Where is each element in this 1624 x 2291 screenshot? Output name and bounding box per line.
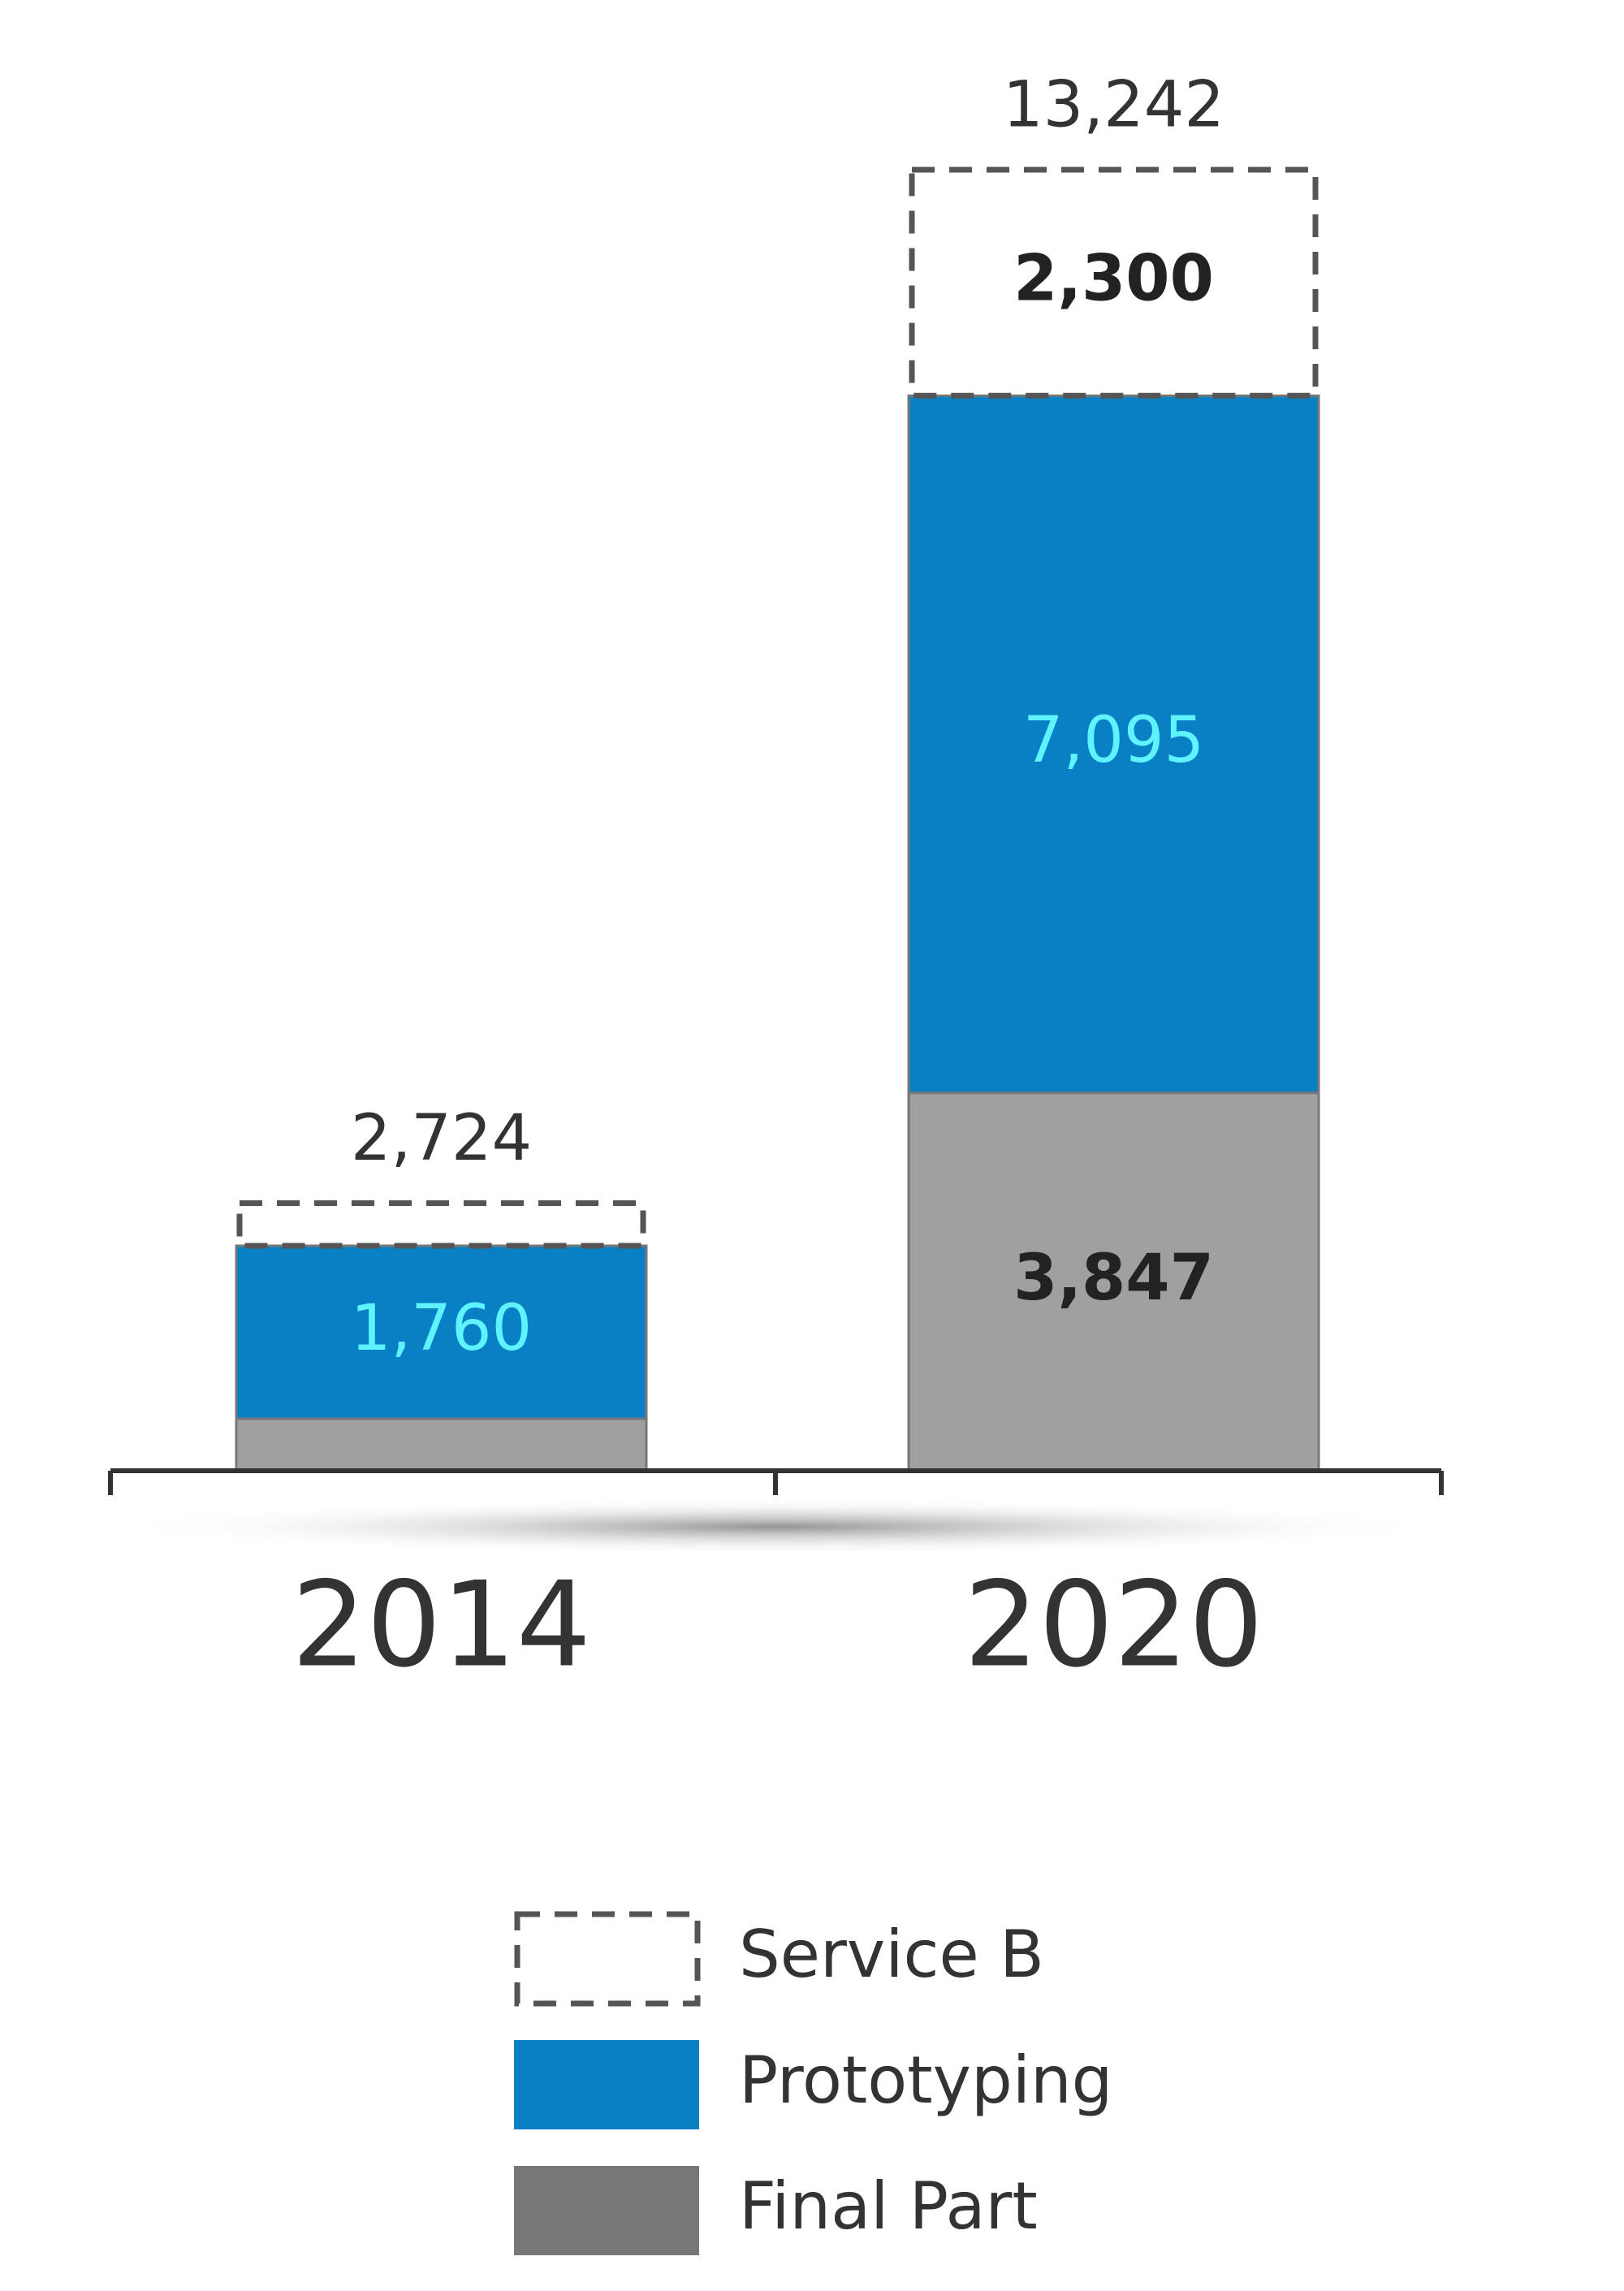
bar-segment [909, 166, 1319, 399]
legend-swatch [514, 2166, 699, 2255]
bar-segment [235, 1244, 648, 1420]
value-label: 3,847 [1013, 1242, 1214, 1315]
total-label: 13,242 [1003, 68, 1224, 141]
x-tick-label: 2014 [292, 1557, 591, 1694]
bar-segment [907, 1091, 1320, 1472]
legend-swatch [514, 2040, 699, 2129]
bar-segment [236, 1200, 646, 1249]
value-label: 2,300 [1013, 243, 1214, 316]
axis-shadow [110, 1498, 1441, 1555]
x-tick-label: 2020 [964, 1557, 1263, 1694]
value-label: 7,095 [1023, 704, 1204, 777]
legend-label: Service B [739, 1917, 1044, 1992]
total-label: 2,724 [351, 1102, 532, 1175]
legend-label: Final Part [739, 2168, 1038, 2244]
bar-segment [235, 1417, 648, 1472]
value-label: 1,760 [351, 1292, 532, 1365]
legend-label: Prototyping [739, 2042, 1112, 2118]
legend-swatch [514, 1911, 701, 2007]
